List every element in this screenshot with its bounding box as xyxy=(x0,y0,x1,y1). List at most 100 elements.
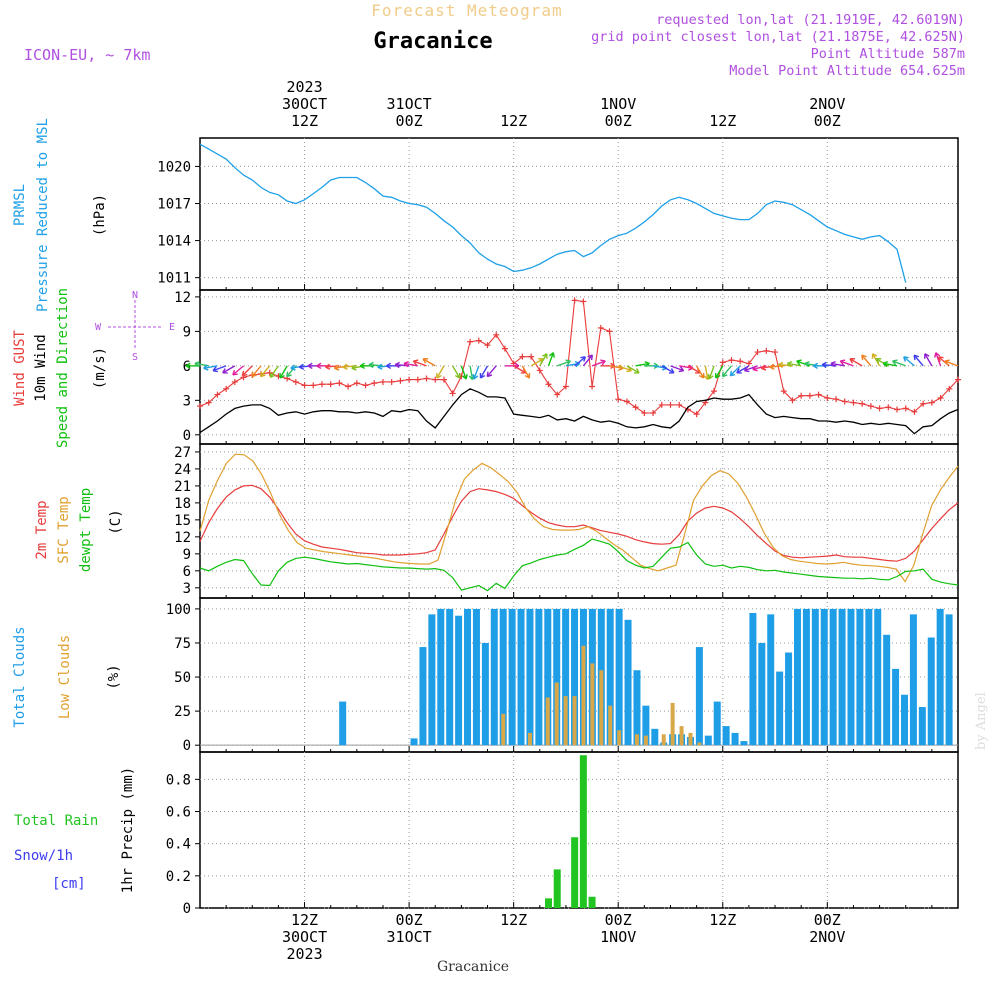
y-tick-label: 50 xyxy=(174,670,191,686)
clouds-ylabel-unit: (%) xyxy=(106,664,122,689)
wind-dir-arrowhead xyxy=(778,361,784,369)
gust-marker xyxy=(754,349,761,356)
wind-dir-arrowhead xyxy=(849,358,856,364)
pressure-ylabel-prmsl: PRMSL xyxy=(12,184,28,226)
time-label-top: 12Z xyxy=(709,112,736,130)
wind-dir-arrow xyxy=(232,365,245,376)
wind-dir-arrowhead xyxy=(668,368,675,374)
wind-dir-arrowhead xyxy=(351,364,357,371)
time-label-bottom: 12Z xyxy=(291,911,318,929)
gust-marker xyxy=(501,345,508,352)
low-clouds-bar xyxy=(599,670,604,746)
wind-dir-arrowhead xyxy=(769,363,775,370)
wind-dir-arrow xyxy=(670,365,684,372)
total-clouds-bar xyxy=(865,608,873,746)
wind-dir-arrow xyxy=(582,354,593,367)
wind-dir-arrowhead xyxy=(736,368,742,374)
time-label-top: 00Z xyxy=(396,112,423,130)
gust-marker xyxy=(859,400,866,407)
total-clouds-bar xyxy=(615,608,623,746)
wind-dir-arrowhead xyxy=(580,356,587,362)
wind-dir-arrowhead xyxy=(760,364,767,371)
y-tick-label: 75 xyxy=(174,636,191,652)
time-label-top: 00Z xyxy=(814,112,841,130)
temp-ylabel-sfc: SFC Temp xyxy=(56,496,72,563)
y-tick-label: 12 xyxy=(174,530,191,546)
precip-legend-rain: Total Rain xyxy=(14,813,98,829)
wind-dir-arrowhead xyxy=(707,373,714,380)
wind-dir-arrow xyxy=(547,352,554,367)
compass-s: S xyxy=(132,352,138,363)
total-clouds-bar xyxy=(410,738,418,746)
total-clouds-bar xyxy=(419,647,427,746)
wind-dir-arrow xyxy=(479,365,489,379)
time-label-bottom: 2023 xyxy=(286,945,322,963)
wind-dir-arrow xyxy=(849,358,863,367)
wind-dir-arrowhead xyxy=(342,363,348,370)
pressure-ylabel-desc: Pressure Reduced to MSL xyxy=(35,118,51,312)
gust-marker xyxy=(353,380,360,387)
gust-marker xyxy=(737,358,744,365)
wind-dir-arrowhead xyxy=(743,366,750,373)
wind-dir-arrow xyxy=(635,362,650,367)
time-label-top: 30OCT xyxy=(282,95,327,113)
time-label-top: 1NOV xyxy=(600,95,636,113)
wind-dir-arrowhead xyxy=(479,372,486,379)
wind-dir-arrow xyxy=(460,365,467,380)
gust-marker xyxy=(745,360,752,367)
gust-marker xyxy=(484,342,491,349)
wind-dir-arrowhead xyxy=(251,371,257,378)
wind-dir-arrow xyxy=(883,362,898,367)
y-tick-label: 21 xyxy=(174,479,191,495)
wind-dir-arrowhead xyxy=(203,364,209,371)
total-clouds-bar xyxy=(909,614,917,746)
wind-dir-arrowhead xyxy=(368,361,374,369)
precip-panel: Total Rain Snow/1h [cm] 1hr Precip (mm) … xyxy=(14,751,959,917)
gust-marker xyxy=(650,409,657,416)
y-tick-label: 1014 xyxy=(157,234,191,250)
total-clouds-bar xyxy=(508,608,516,746)
y-tick-label: 0 xyxy=(183,428,191,444)
total-clouds-bar xyxy=(481,642,489,746)
wind-dir-arrow xyxy=(473,365,480,380)
low-clouds-bar xyxy=(581,645,586,746)
wind-dir-arrow xyxy=(241,365,253,377)
wind-dir-arrowhead xyxy=(830,360,836,368)
wind-dir-arrowhead xyxy=(875,358,882,364)
gust-marker xyxy=(867,403,874,410)
total-clouds-bar xyxy=(339,701,347,746)
info-gridpoint: grid point closest lon,lat (21.1875E, 42… xyxy=(591,29,965,45)
gust-marker xyxy=(493,331,500,338)
wind-dir-arrow xyxy=(661,365,675,374)
total-clouds-bar xyxy=(758,642,766,746)
total-clouds-bar xyxy=(776,671,784,746)
total-clouds-bar xyxy=(802,608,810,746)
rain-bar xyxy=(588,896,596,908)
footer-location: Gracanice xyxy=(437,959,509,975)
y-tick-label: 27 xyxy=(174,445,191,461)
time-label-bottom: 30OCT xyxy=(282,928,327,946)
low-clouds-bar xyxy=(679,726,684,746)
gust-marker xyxy=(824,395,831,402)
total-clouds-bar xyxy=(838,608,846,746)
gust-marker xyxy=(789,397,796,404)
gust-marker xyxy=(397,377,404,384)
total-clouds-bar xyxy=(562,608,570,746)
low-clouds-bar xyxy=(554,682,559,746)
y-tick-label: 0.2 xyxy=(166,869,191,885)
y-tick-label: 3 xyxy=(183,393,191,409)
wind-dir-arrowhead xyxy=(461,373,468,380)
y-tick-label: 6 xyxy=(183,564,191,580)
wind-dir-arrowhead xyxy=(279,372,285,379)
gust-marker xyxy=(336,380,343,387)
wind-dir-arrow xyxy=(530,358,544,367)
wind-dir-arrowhead xyxy=(325,363,331,370)
info-model-altitude: Model Point Altitude 654.625m xyxy=(729,63,965,79)
total-clouds-bar xyxy=(829,608,837,746)
total-clouds-bar xyxy=(464,608,472,746)
total-clouds-bar xyxy=(874,608,882,746)
total-clouds-bar xyxy=(740,741,748,746)
wind-dir-arrow xyxy=(626,365,640,374)
gust-marker xyxy=(911,408,918,415)
